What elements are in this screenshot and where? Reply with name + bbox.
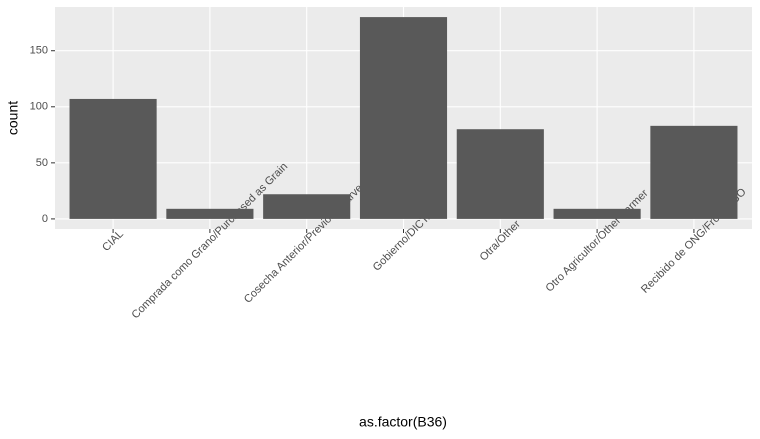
bar [263, 194, 351, 219]
y-tick-label: 150 [30, 45, 48, 57]
y-tick-label: 50 [36, 157, 48, 169]
x-tick-label: CIAL [100, 228, 126, 254]
bar [553, 208, 641, 219]
x-axis-title: as.factor(B36) [359, 414, 447, 430]
bar [69, 98, 157, 219]
bar [359, 17, 448, 219]
y-tick-label: 0 [42, 213, 48, 225]
bar [456, 129, 544, 219]
y-tick-label: 100 [30, 101, 48, 113]
y-axis-title: count [5, 101, 21, 135]
bar [650, 125, 738, 219]
bar [166, 208, 254, 219]
